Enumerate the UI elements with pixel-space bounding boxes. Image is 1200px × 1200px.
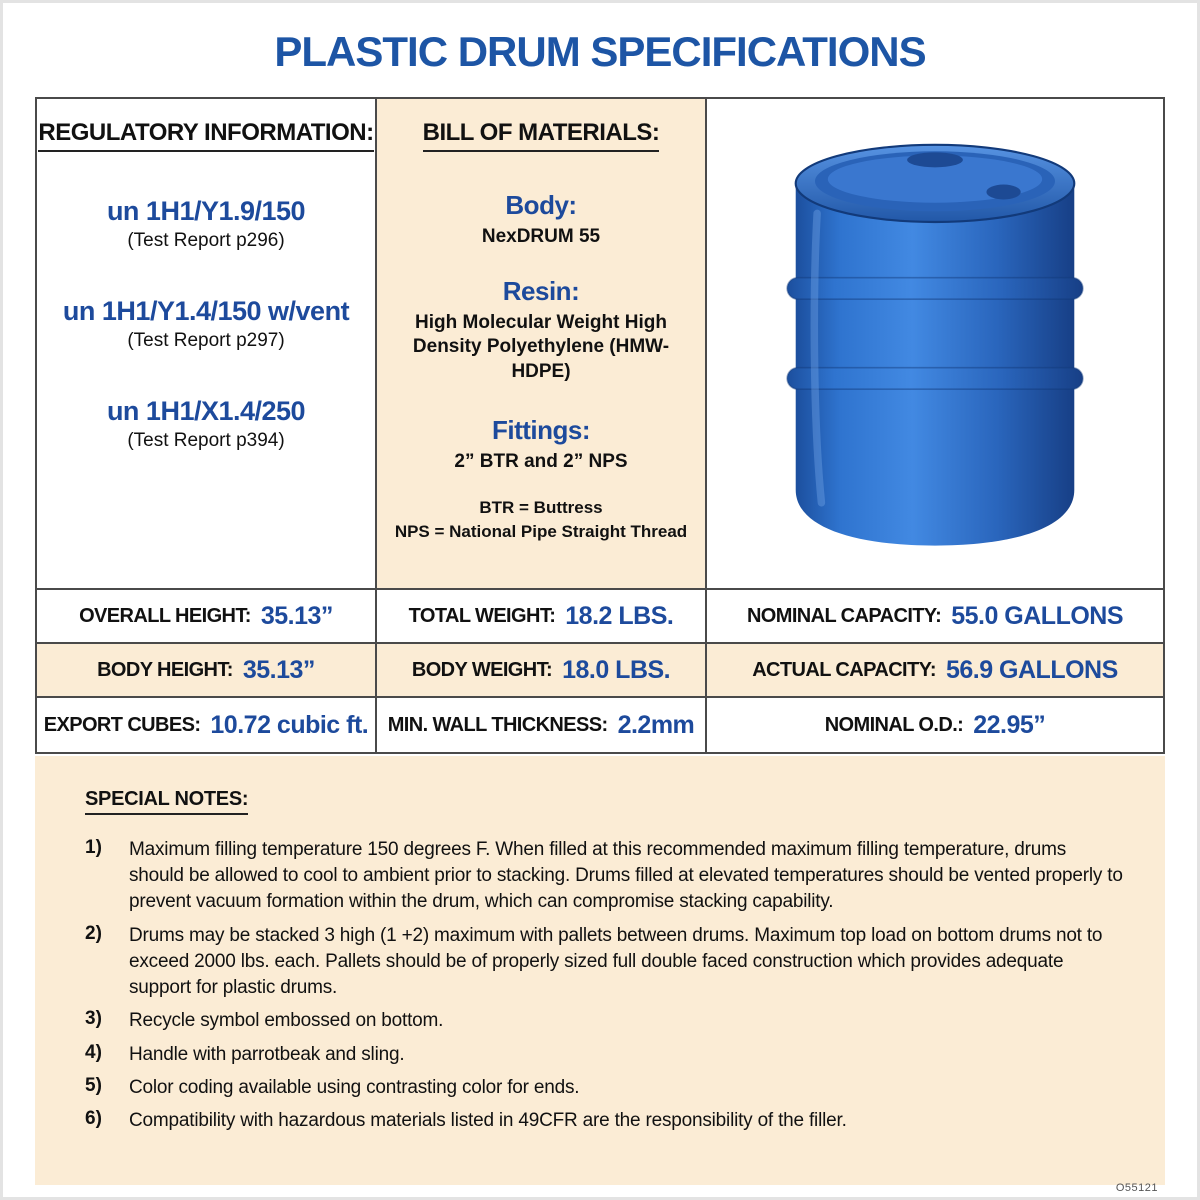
bom-body-value: NexDRUM 55 <box>481 226 601 247</box>
note-number: 4) <box>85 1041 102 1063</box>
spec-value: 2.2mm <box>617 710 695 739</box>
note-item: 6) Compatibility with hazardous material… <box>85 1108 1125 1134</box>
note-number: 1) <box>85 837 102 858</box>
note-number: 3) <box>85 1008 102 1030</box>
special-notes-list: 1) Maximum filling temperature 150 degre… <box>85 837 1125 1134</box>
note-text: Handle with parrotbeak and sling. <box>129 1043 405 1065</box>
spec-value: 56.9 GALLONS <box>945 655 1118 684</box>
spec-label: NOMINAL CAPACITY: <box>746 604 942 627</box>
spec-label: BODY HEIGHT: <box>97 658 233 681</box>
spec-value: 35.13” <box>260 601 334 630</box>
bill-of-materials-panel: BILL OF MATERIALS: Body: NexDRUM 55 Resi… <box>377 99 707 590</box>
note-number: 5) <box>85 1074 102 1096</box>
regulatory-entry: un 1H1/Y1.9/150 (Test Report p296) <box>106 196 306 252</box>
bom-heading: BILL OF MATERIALS: <box>422 99 660 152</box>
note-number: 2) <box>85 922 102 944</box>
spec-export-cubes: EXPORT CUBES: 10.72 cubic ft. <box>37 698 377 752</box>
special-notes-section: SPECIAL NOTES: 1) Maximum filling temper… <box>35 756 1165 1185</box>
nps-abbreviation-note: NPS = National Pipe Straight Thread <box>394 522 688 542</box>
note-item: 4) Handle with parrotbeak and sling. <box>85 1042 1125 1068</box>
note-item: 3) Recycle symbol embossed on bottom. <box>85 1008 1125 1034</box>
un-rating: un 1H1/X1.4/250 <box>106 396 306 426</box>
bom-resin-value: High Molecular Weight High Density Polye… <box>412 311 670 383</box>
bom-fittings-value: 2” BTR and 2” NPS <box>454 450 628 472</box>
document-code: O55121 <box>1115 1182 1158 1194</box>
note-item: 5) Color coding available using contrast… <box>85 1075 1125 1101</box>
spec-nominal-capacity: NOMINAL CAPACITY: 55.0 GALLONS <box>707 590 1163 644</box>
spec-body-weight: BODY WEIGHT: 18.0 LBS. <box>377 644 707 698</box>
note-item: 1) Maximum filling temperature 150 degre… <box>85 837 1125 916</box>
spec-overall-height: OVERALL HEIGHT: 35.13” <box>37 590 377 644</box>
spec-value: 35.13” <box>242 655 316 684</box>
spec-label: TOTAL WEIGHT: <box>408 604 556 627</box>
note-text: Compatibility with hazardous materials l… <box>129 1109 847 1131</box>
spec-nominal-od: NOMINAL O.D.: 22.95” <box>707 698 1163 752</box>
test-report: (Test Report p394) <box>127 430 285 451</box>
spec-value: 55.0 GALLONS <box>951 601 1124 630</box>
spec-label: MIN. WALL THICKNESS: <box>387 713 608 736</box>
note-number: 6) <box>85 1107 102 1129</box>
btr-abbreviation-note: BTR = Buttress <box>479 498 603 518</box>
spec-label: BODY WEIGHT: <box>411 658 553 681</box>
spec-body-height: BODY HEIGHT: 35.13” <box>37 644 377 698</box>
bom-body-label: Body: <box>505 190 577 220</box>
test-report: (Test Report p296) <box>127 230 285 251</box>
spec-value: 18.0 LBS. <box>562 655 671 684</box>
regulatory-entry: un 1H1/Y1.4/150 w/vent (Test Report p297… <box>62 296 350 352</box>
spec-label: OVERALL HEIGHT: <box>79 604 251 627</box>
spec-actual-capacity: ACTUAL CAPACITY: 56.9 GALLONS <box>707 644 1163 698</box>
regulatory-entry: un 1H1/X1.4/250 (Test Report p394) <box>106 396 306 452</box>
drum-illustration <box>786 143 1084 546</box>
spec-value: 10.72 cubic ft. <box>210 710 369 739</box>
spec-min-wall-thickness: MIN. WALL THICKNESS: 2.2mm <box>377 698 707 752</box>
spec-value: 22.95” <box>973 710 1046 739</box>
note-item: 2) Drums may be stacked 3 high (1 +2) ma… <box>85 923 1125 1002</box>
note-text: Color coding available using contrasting… <box>129 1076 580 1098</box>
page-title: PLASTIC DRUM SPECIFICATIONS <box>274 28 926 75</box>
note-text: Recycle symbol embossed on bottom. <box>129 1010 444 1032</box>
drum-image-panel <box>707 99 1163 590</box>
un-rating: un 1H1/Y1.9/150 <box>106 196 306 226</box>
regulatory-panel: REGULATORY INFORMATION: un 1H1/Y1.9/150 … <box>37 99 377 590</box>
test-report: (Test Report p297) <box>127 330 285 351</box>
bom-fittings-label: Fittings: <box>491 414 591 445</box>
un-rating: un 1H1/Y1.4/150 w/vent <box>62 296 350 326</box>
spec-label: NOMINAL O.D.: <box>824 713 964 736</box>
spec-value: 18.2 LBS. <box>565 601 674 630</box>
bom-resin-label: Resin: <box>502 275 580 306</box>
special-notes-heading: SPECIAL NOTES: <box>85 788 249 815</box>
regulatory-heading: REGULATORY INFORMATION: <box>38 99 374 152</box>
note-text: Drums may be stacked 3 high (1 +2) maxim… <box>129 924 1103 999</box>
spec-label: EXPORT CUBES: <box>43 713 201 736</box>
spec-label: ACTUAL CAPACITY: <box>752 658 936 681</box>
spec-total-weight: TOTAL WEIGHT: 18.2 LBS. <box>377 590 707 644</box>
spec-table: REGULATORY INFORMATION: un 1H1/Y1.9/150 … <box>35 97 1165 754</box>
note-text: Maximum filling temperature 150 degrees … <box>129 839 1123 913</box>
